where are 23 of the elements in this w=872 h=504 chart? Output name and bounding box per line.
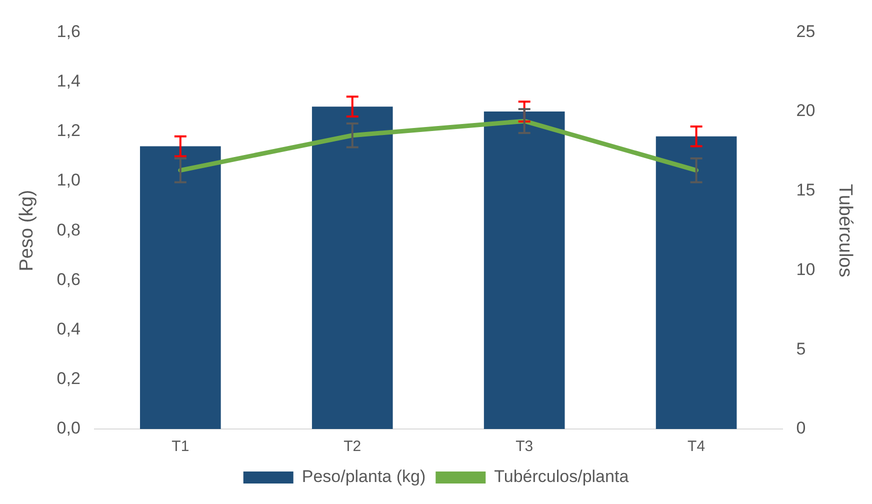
y-tick-label: 0,0 [56, 418, 80, 438]
x-tick-label: T1 [172, 438, 190, 456]
y-tick-label: 0,2 [56, 369, 80, 388]
y2-axis-title: Tubérculos [834, 184, 856, 278]
y-tick-label: 1,0 [56, 170, 80, 190]
y-tick-label: 1,4 [56, 71, 80, 90]
x-tick-label: T3 [516, 438, 534, 456]
y-tick-label: 0,8 [56, 220, 80, 240]
y2-tick-label: 20 [796, 101, 816, 120]
legend-label: Tubérculos/planta [494, 467, 630, 486]
y2-tick-label: 25 [796, 22, 816, 41]
x-tick-label: T2 [344, 438, 362, 456]
x-tick-label: T4 [688, 438, 706, 456]
y2-tick-label: 0 [796, 418, 806, 438]
y-tick-label: 0,4 [56, 319, 80, 338]
y-tick-label: 0,6 [56, 270, 80, 289]
legend-label: Peso/planta (kg) [302, 467, 426, 486]
y-tick-label: 1,6 [56, 22, 80, 41]
y2-tick-label: 15 [796, 180, 816, 200]
y-tick-label: 1,2 [56, 121, 80, 140]
y2-tick-label: 5 [796, 339, 806, 358]
y-axis-title: Peso (kg) [16, 190, 38, 272]
y2-tick-label: 10 [796, 260, 816, 279]
